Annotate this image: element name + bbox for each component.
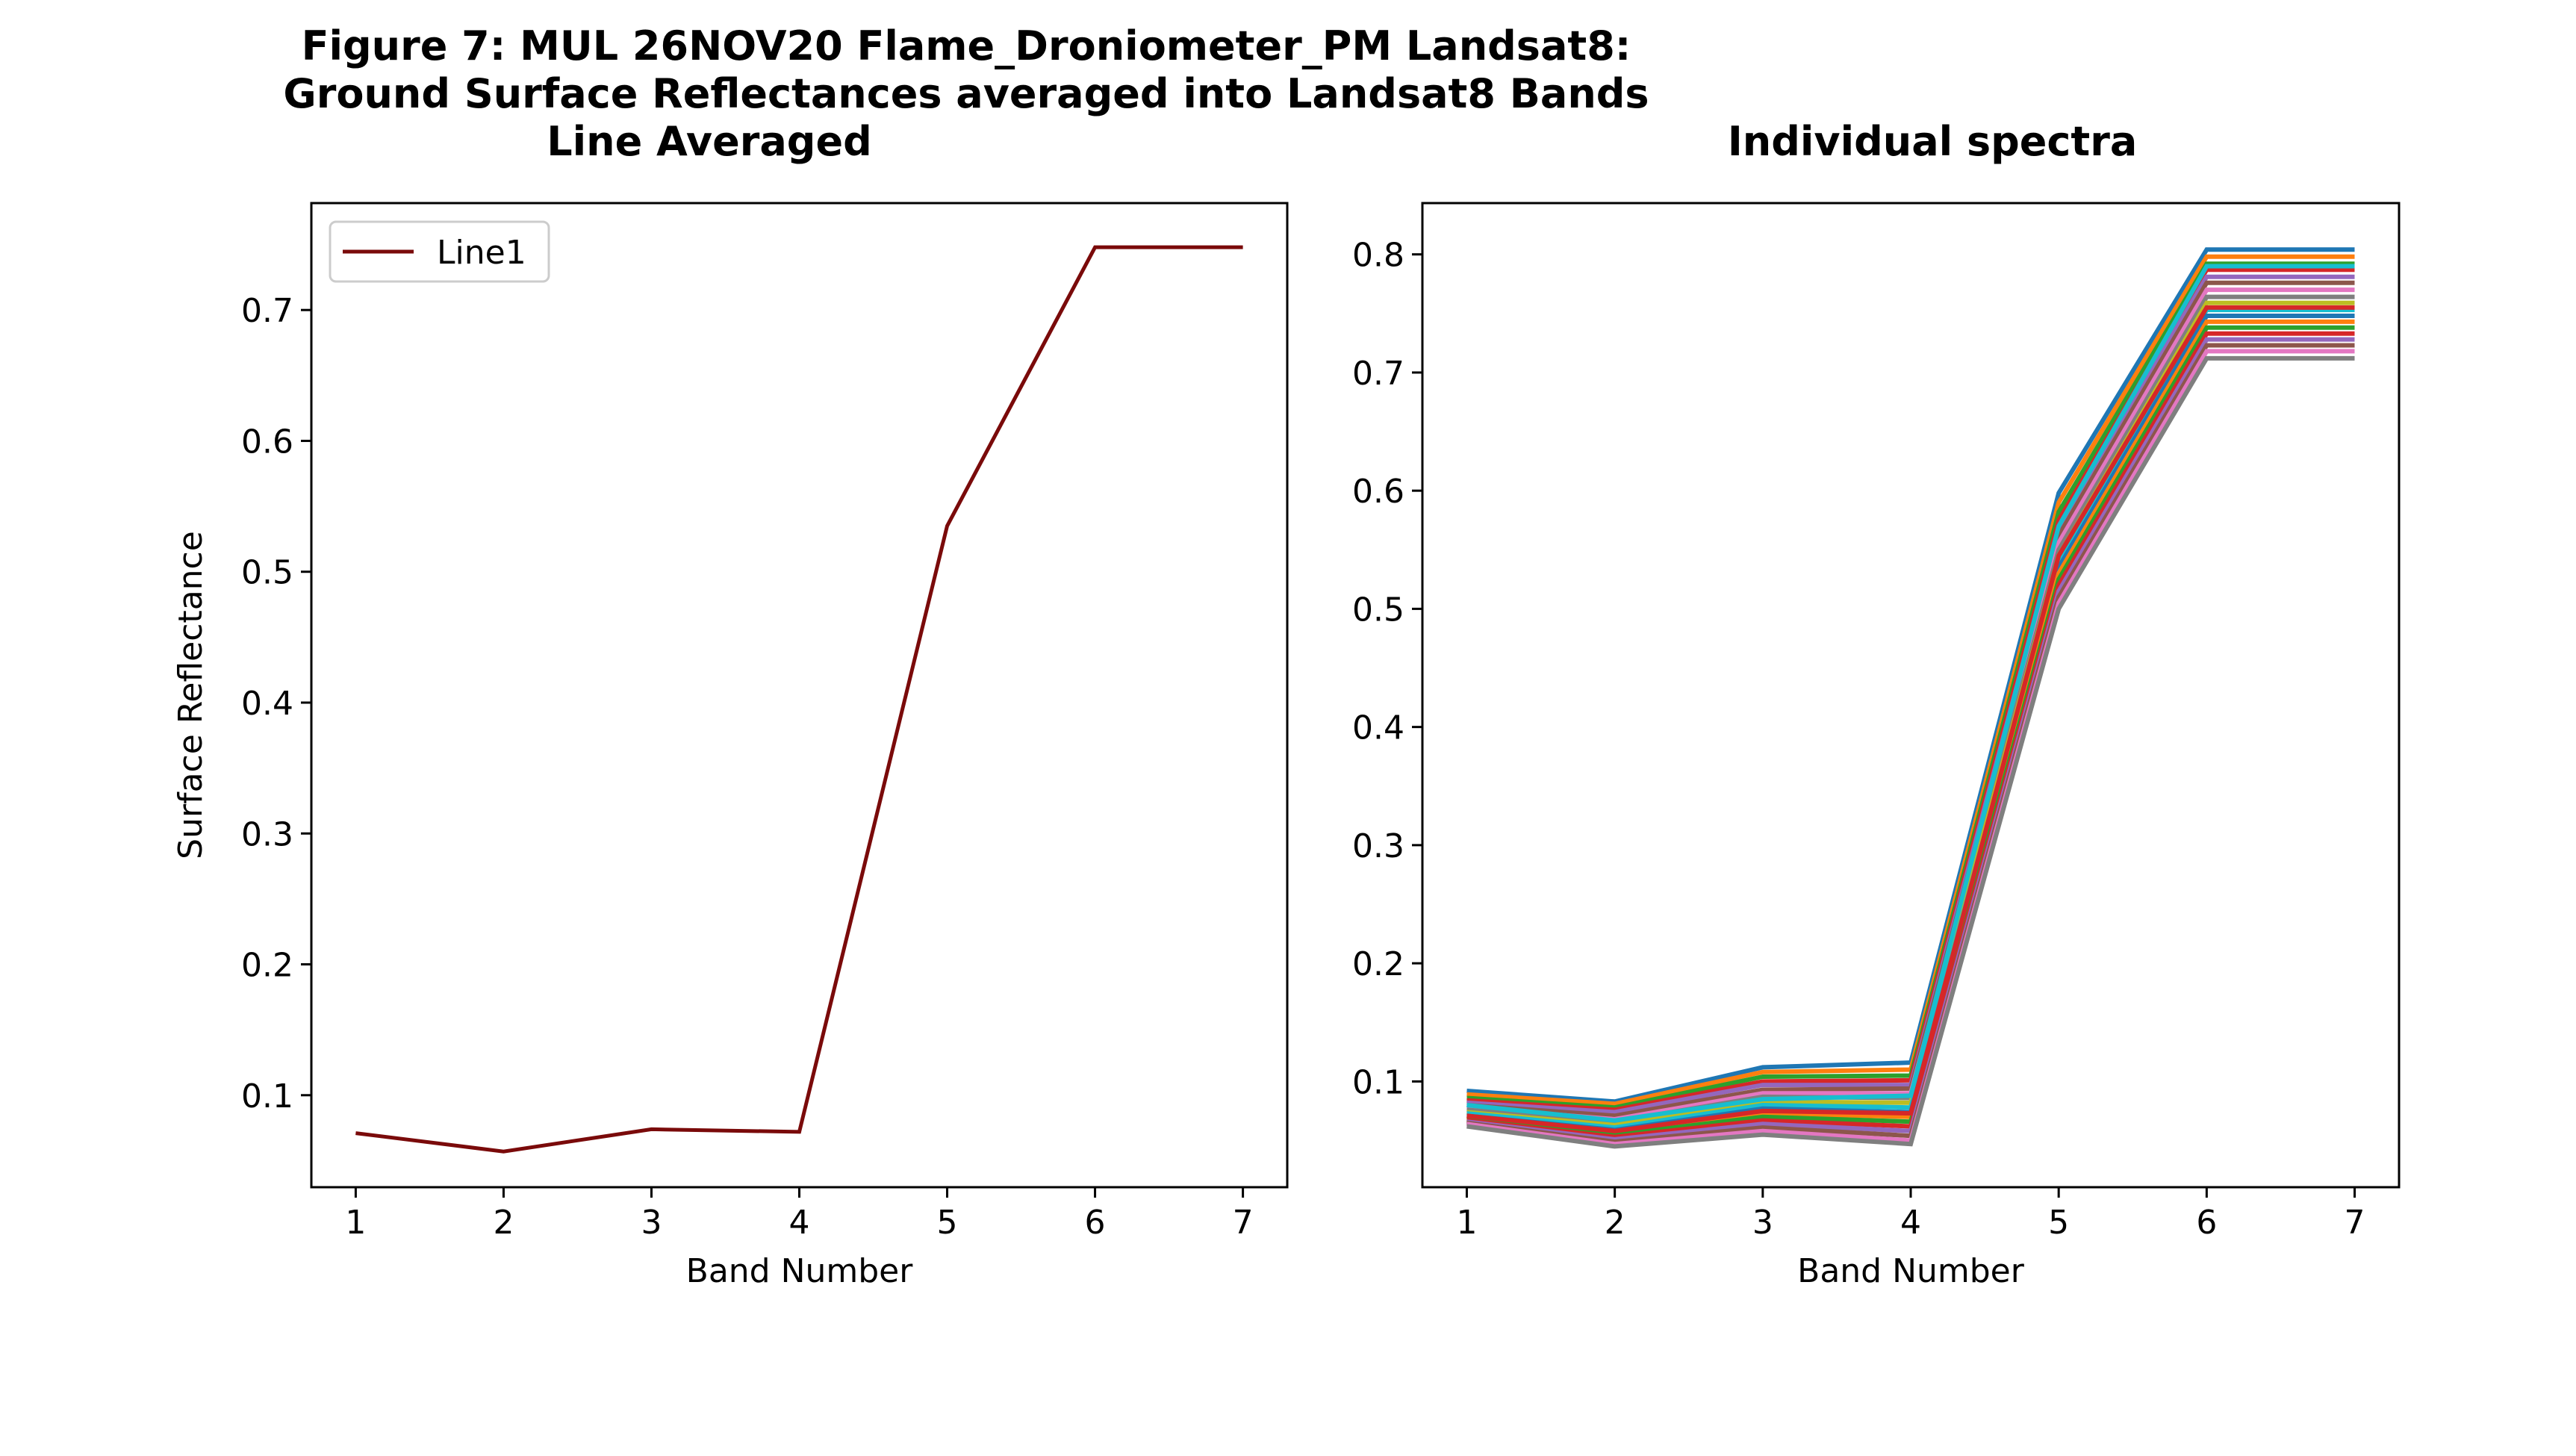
right-series-line-5 [1466, 274, 2355, 1115]
right-x-tick-label-2: 2 [1605, 1204, 1625, 1242]
right-series-line-16 [1466, 343, 2355, 1145]
right-series-line-7 [1466, 287, 2355, 1122]
right-chart-title: Individual spectra [1727, 118, 2138, 165]
right-series-line-1 [1466, 247, 2355, 1104]
right-series-line-14 [1466, 331, 2355, 1139]
right-x-tick-label-4: 4 [1900, 1204, 1921, 1242]
right-y-tick-label-0.8: 0.8 [1352, 237, 1404, 275]
right-series-line-18 [1466, 355, 2355, 1149]
left-x-tick-label-7: 7 [1233, 1204, 1254, 1242]
figure-title-line-1: Figure 7: MUL 26NOV20 Flame_Droniometer_… [301, 22, 1631, 69]
right-y-tick-label-0.4: 0.4 [1352, 709, 1404, 747]
right-y-tick-label-0.2: 0.2 [1352, 945, 1404, 983]
right-x-tick-label-7: 7 [2345, 1204, 2365, 1242]
right-series-line-19 [1466, 305, 2355, 1133]
right-series-line-10 [1466, 308, 2355, 1130]
left-x-tick-label-2: 2 [493, 1204, 514, 1242]
left-y-tick-label-0.3: 0.3 [241, 815, 293, 853]
left-axes-frame [310, 202, 1289, 1189]
left-x-tick-label-4: 4 [789, 1204, 810, 1242]
left-y-tick-label-0.1: 0.1 [241, 1077, 293, 1116]
right-series-line-12 [1466, 319, 2355, 1135]
right-x-tick-label-1: 1 [1456, 1204, 1477, 1242]
right-y-tick-label-0.3: 0.3 [1352, 827, 1404, 865]
right-series-line-20 [1466, 264, 2355, 1123]
left-legend-box [329, 220, 550, 283]
left-x-tick-label-1: 1 [345, 1204, 366, 1242]
right-y-tick-label-0.6: 0.6 [1352, 473, 1404, 511]
left-x-tick-label-5: 5 [937, 1204, 958, 1242]
right-series-line-11 [1466, 314, 2355, 1133]
right-y-tick-label-0.7: 0.7 [1352, 355, 1404, 393]
right-x-tick-label-5: 5 [2048, 1204, 2069, 1242]
right-x-tick-label-6: 6 [2196, 1204, 2217, 1242]
left-y-tick-label-0.4: 0.4 [241, 685, 293, 723]
left-y-axis-label: Surface Reflectance [172, 531, 210, 859]
right-x-axis-label: Band Number [1797, 1252, 2025, 1290]
right-series-line-9 [1466, 300, 2355, 1127]
right-series-line-8 [1466, 294, 2355, 1124]
right-series-line-15 [1466, 337, 2355, 1142]
right-y-tick-label-0.5: 0.5 [1352, 591, 1404, 629]
left-y-tick-label-0.7: 0.7 [241, 292, 293, 330]
left-chart-title: Line Averaged [547, 118, 872, 165]
right-series-line-2 [1466, 254, 2355, 1107]
right-series-line-3 [1466, 261, 2355, 1110]
left-series-line-1 [355, 245, 1243, 1154]
right-x-tick-label-3: 3 [1752, 1204, 1773, 1242]
left-legend-label: Line1 [437, 234, 526, 272]
figure-title-line-2: Ground Surface Reflectances averaged int… [283, 70, 1649, 117]
left-y-tick-label-0.6: 0.6 [241, 423, 293, 461]
right-series-line-17 [1466, 349, 2355, 1147]
left-y-tick-label-0.2: 0.2 [241, 947, 293, 985]
right-y-tick-label-0.1: 0.1 [1352, 1063, 1404, 1101]
left-y-tick-label-0.5: 0.5 [241, 554, 293, 592]
left-x-tick-label-3: 3 [641, 1204, 662, 1242]
right-series-line-6 [1466, 280, 2355, 1119]
right-series-line-4 [1466, 267, 2355, 1113]
left-x-tick-label-6: 6 [1085, 1204, 1106, 1242]
right-series-line-13 [1466, 325, 2355, 1137]
left-x-axis-label: Band Number [686, 1252, 914, 1290]
